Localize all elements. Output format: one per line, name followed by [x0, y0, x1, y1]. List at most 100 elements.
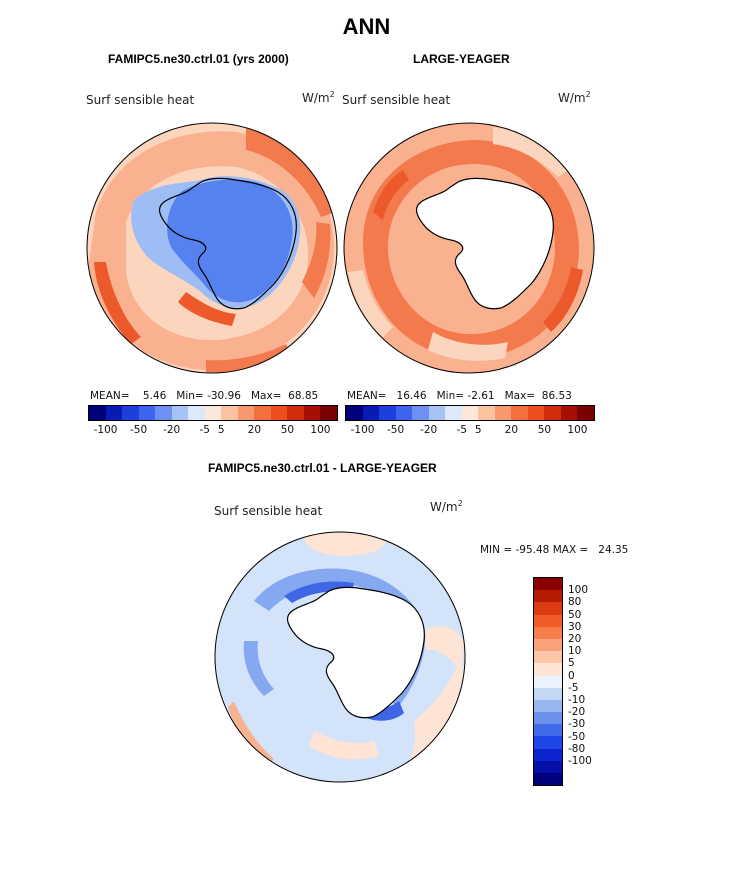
colorbar-swatch — [89, 406, 106, 420]
colorbar-swatch — [534, 712, 562, 725]
ocean-light-patches — [493, 127, 573, 177]
colorbar-swatch — [188, 406, 205, 420]
colorbar-swatch — [534, 675, 562, 688]
colorbar-swatch — [320, 406, 337, 420]
colorbar-swatch — [534, 724, 562, 737]
colorbar-swatch — [303, 406, 321, 420]
antarctica-land — [286, 586, 425, 719]
panel-right-units: W/m2 — [558, 90, 591, 105]
colorbar-swatch — [534, 773, 562, 786]
panel-left-variable: Surf sensible heat — [86, 93, 195, 107]
colorbar-diff-label: -50 — [568, 730, 586, 743]
colorbar-swatch — [534, 578, 562, 591]
colorbar-swatch — [534, 602, 562, 615]
colorbar-diff-label: 30 — [568, 620, 582, 633]
panel-diff-units: W/m2 — [430, 499, 463, 514]
ocean-light-patches — [428, 332, 508, 361]
colorbar-swatch — [270, 406, 288, 420]
diff-strong-blue — [284, 581, 354, 603]
colorbar-tick-label: 20 — [504, 424, 519, 436]
colorbar-diff-label: -30 — [568, 718, 586, 731]
colorbar-swatch — [534, 638, 562, 652]
colorbar-swatch — [346, 406, 363, 420]
colorbar-tick-label: -50 — [387, 424, 405, 436]
map-right — [343, 122, 595, 374]
panel-diff-stats: MIN = -95.48 MAX = 24.35 — [480, 544, 629, 556]
panel-left-title: FAMIPC5.ne30.ctrl.01 (yrs 2000) — [108, 52, 289, 66]
colorbar-diff-label: -80 — [568, 742, 586, 755]
ocean-light-patches — [348, 270, 393, 337]
colorbar-swatch — [254, 406, 271, 420]
map-left — [86, 122, 338, 374]
colorbar-swatch — [534, 699, 562, 713]
colorbar-left — [88, 405, 338, 421]
colorbar-swatch — [544, 406, 561, 420]
colorbar-swatch — [362, 406, 380, 420]
colorbar-tick-label: 50 — [280, 424, 295, 436]
main-title: ANN — [342, 14, 391, 39]
colorbar-swatch — [511, 406, 528, 420]
diff-red-patch — [303, 532, 387, 556]
colorbar-diff-label: 80 — [568, 596, 582, 609]
diff-mid-blue-ring — [243, 641, 274, 696]
colorbar-tick-label: 5 — [474, 424, 482, 436]
diff-red-patch — [228, 701, 274, 767]
ocean-peak-patches — [373, 170, 409, 220]
ocean-strong-patch — [94, 262, 141, 344]
colorbar-diff-label: 5 — [568, 657, 575, 670]
colorbar-diff-label: -100 — [568, 755, 592, 767]
colorbar-swatch — [534, 748, 562, 761]
ocean-strong-patch — [302, 222, 331, 298]
colorbar-swatch — [412, 406, 429, 420]
colorbar-diff-label: 100 — [568, 584, 589, 597]
colorbar-tick-label: -100 — [93, 424, 118, 436]
colorbar-right — [345, 405, 595, 421]
colorbar-swatch — [287, 406, 304, 420]
colorbar-tick-label: -50 — [130, 424, 148, 436]
colorbar-swatch — [534, 590, 562, 603]
colorbar-swatch — [577, 406, 594, 420]
panel-right-title: LARGE-YEAGER — [413, 52, 510, 66]
panel-left-stats: MEAN= 5.46 Min= -30.96 Max= 68.85 — [90, 390, 319, 402]
colorbar-swatch — [534, 651, 562, 664]
colorbar-swatch — [204, 406, 222, 420]
ocean-strong-patch — [206, 344, 292, 373]
panel-right-stats: MEAN= 16.46 Min= -2.61 Max= 86.53 — [347, 390, 572, 402]
colorbar-swatch — [171, 406, 189, 420]
colorbar-swatch — [534, 626, 562, 639]
colorbar-swatch — [237, 406, 255, 420]
colorbar-tick-label: -5 — [199, 424, 210, 436]
colorbar-swatch — [534, 736, 562, 749]
colorbar-swatch — [428, 406, 446, 420]
colorbar-diff-label: 10 — [568, 645, 582, 658]
colorbar-diff — [533, 577, 563, 787]
panel-left-units: W/m2 — [302, 90, 335, 105]
panel-diff-variable: Surf sensible heat — [214, 504, 323, 518]
colorbar-swatch — [527, 406, 545, 420]
colorbar-swatch — [534, 663, 562, 676]
colorbar-diff-label: -10 — [568, 694, 586, 706]
colorbar-swatch — [494, 406, 512, 420]
colorbar-swatch — [221, 406, 238, 420]
antarctica-outline — [158, 177, 297, 310]
diff-mid-blue-ring — [254, 568, 426, 706]
colorbar-swatch — [155, 406, 172, 420]
colorbar-diff-label: -20 — [568, 706, 586, 719]
ocean-strong-patch — [246, 127, 336, 217]
colorbar-tick-label: -5 — [456, 424, 467, 436]
colorbar-tick-label: -100 — [350, 424, 375, 436]
colorbar-swatch — [445, 406, 462, 420]
colorbar-swatch — [534, 687, 562, 700]
diff-red-patch — [309, 731, 379, 760]
colorbar-swatch — [379, 406, 396, 420]
colorbar-swatch — [138, 406, 156, 420]
colorbar-tick-label: -20 — [163, 424, 181, 436]
panel-diff-title: FAMIPC5.ne30.ctrl.01 - LARGE-YEAGER — [208, 461, 437, 475]
colorbar-tick-label: 5 — [217, 424, 225, 436]
colorbar-swatch — [461, 406, 479, 420]
ocean-peak-patches — [543, 267, 583, 332]
colorbar-swatch — [478, 406, 495, 420]
ice-region-blue — [167, 179, 293, 303]
colorbar-swatch — [105, 406, 123, 420]
colorbar-tick-label: 50 — [537, 424, 552, 436]
